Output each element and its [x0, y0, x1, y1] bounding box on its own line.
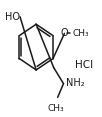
Text: HCl: HCl [75, 60, 93, 70]
Text: HO: HO [5, 12, 20, 22]
Text: O: O [61, 28, 68, 38]
Text: CH₃: CH₃ [48, 104, 64, 113]
Text: NH₂: NH₂ [66, 78, 85, 88]
Text: CH₃: CH₃ [73, 29, 89, 38]
